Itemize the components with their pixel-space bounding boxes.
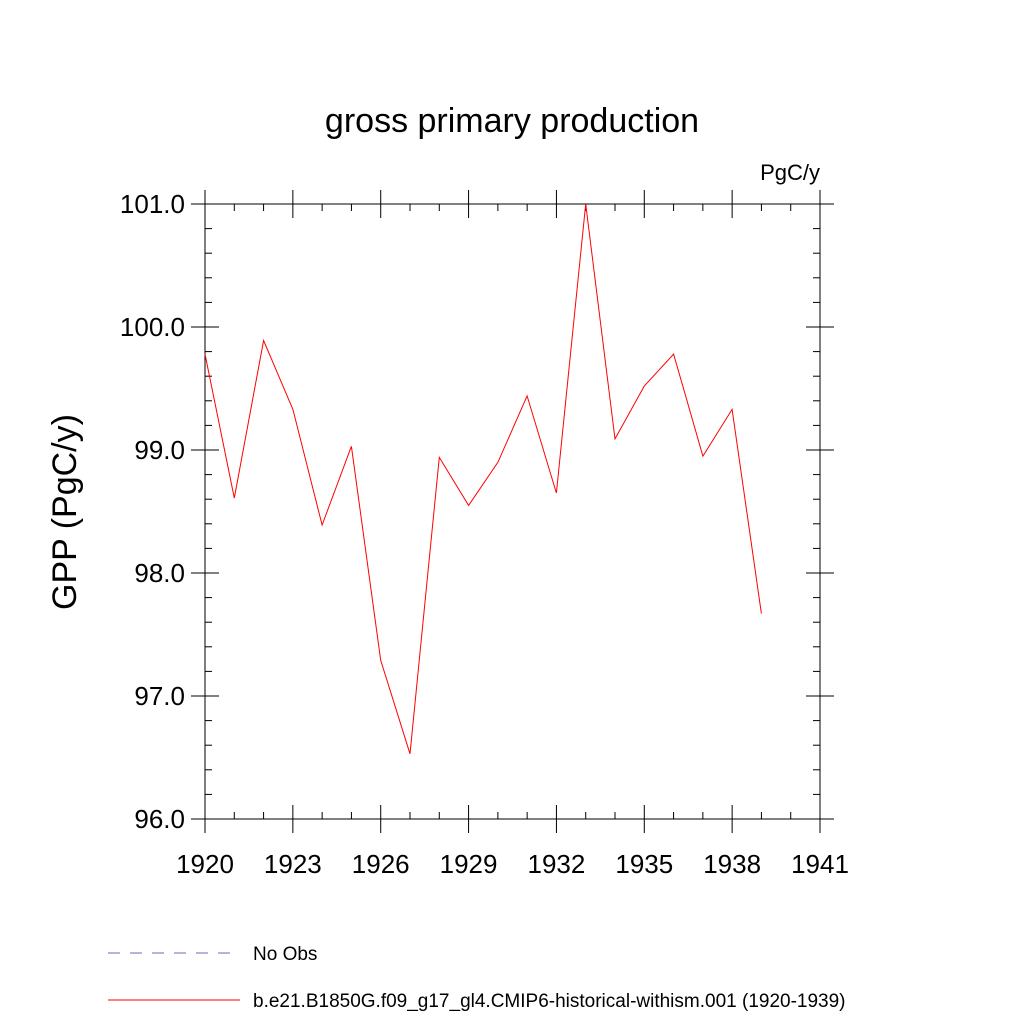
y-tick-label: 99.0 xyxy=(134,435,185,465)
data-points xyxy=(204,203,763,756)
x-tick-label: 1938 xyxy=(703,849,761,879)
legend: No Obs b.e21.B1850G.f09_g17_gl4.CMIP6-his… xyxy=(108,944,846,1012)
legend-label: No Obs xyxy=(253,944,317,965)
data-point xyxy=(467,504,470,507)
y-tick-label: 98.0 xyxy=(134,558,185,588)
data-point xyxy=(262,339,265,342)
x-tick-label: 1932 xyxy=(528,849,586,879)
y-axis-label: GPP (PgC/y) xyxy=(46,414,84,610)
x-tick-label: 1941 xyxy=(791,849,849,879)
series-line-gpp xyxy=(204,203,762,754)
x-tick-label: 1926 xyxy=(352,849,410,879)
data-point xyxy=(526,394,529,397)
data-point xyxy=(643,385,646,388)
y-tick-label: 101.0 xyxy=(120,189,185,219)
data-point xyxy=(496,461,499,464)
x-tick-label: 1935 xyxy=(615,849,673,879)
data-point xyxy=(701,455,704,458)
data-point xyxy=(672,353,675,356)
data-point xyxy=(379,659,382,662)
data-point xyxy=(555,492,558,495)
x-tick-label: 1920 xyxy=(176,849,234,879)
data-point xyxy=(438,456,441,459)
data-point xyxy=(760,612,763,615)
y-tick-label: 96.0 xyxy=(134,804,185,834)
chart-title: gross primary production xyxy=(325,102,699,140)
legend-label: b.e21.B1850G.f09_g17_gl4.CMIP6-historica… xyxy=(253,991,846,1012)
y-tick-label: 97.0 xyxy=(134,681,185,711)
y-tick-label: 100.0 xyxy=(120,312,185,342)
data-point xyxy=(321,524,324,527)
plot-frame xyxy=(204,203,821,820)
data-point xyxy=(233,496,236,499)
data-point xyxy=(409,752,412,755)
data-point xyxy=(614,437,617,440)
data-point xyxy=(350,445,353,448)
data-point xyxy=(731,408,734,411)
tick-labels: 96.0 97.0 98.0 99.0 100.0 101.0 1920 1923 1926 19… xyxy=(120,189,849,879)
x-tick-label: 1929 xyxy=(440,849,498,879)
data-point xyxy=(584,203,587,206)
x-tick-label: 1923 xyxy=(264,849,322,879)
data-point xyxy=(291,408,294,411)
axis-ticks xyxy=(191,190,834,833)
units-label: PgC/y xyxy=(760,160,820,185)
data-point xyxy=(204,353,207,356)
